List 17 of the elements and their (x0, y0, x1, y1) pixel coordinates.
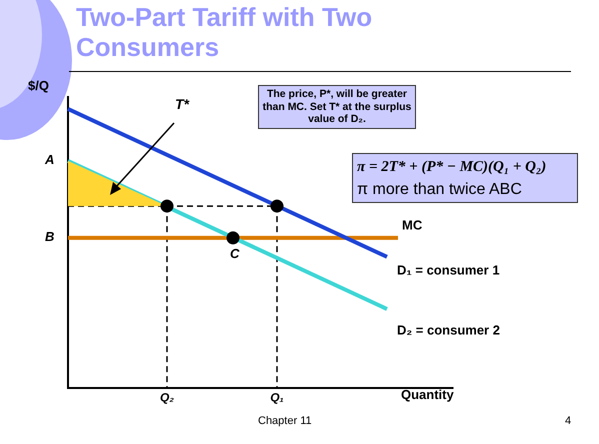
annotation: C (230, 246, 240, 262)
y-axis-title: $/Q (28, 78, 49, 93)
series-label: MC (402, 217, 423, 232)
text: 4 (565, 415, 572, 428)
annotation: π more than twice ABC (357, 180, 523, 200)
series-label: D₁ = consumer 1 (397, 262, 500, 278)
annotation: The price, P*, will be greater than MC. Set T* at the surplus value of D₂. (258, 85, 416, 129)
annotation: T* (175, 96, 189, 113)
annotation: π = 2T* + (P* − MC)(Q₁ + Q₂) (357, 158, 548, 177)
x-tick-label: Q₁ (270, 390, 284, 405)
text: A (45, 152, 54, 168)
x-tick-label: Q₂ (160, 390, 174, 405)
series-label: D₂ = consumer 2 (397, 322, 500, 338)
text: B (45, 229, 54, 245)
chart-title: Two-Part Tariff with Two Consumers (76, 2, 374, 62)
x-axis-title: Quantity (401, 387, 454, 402)
text: Chapter 11 (258, 415, 312, 428)
